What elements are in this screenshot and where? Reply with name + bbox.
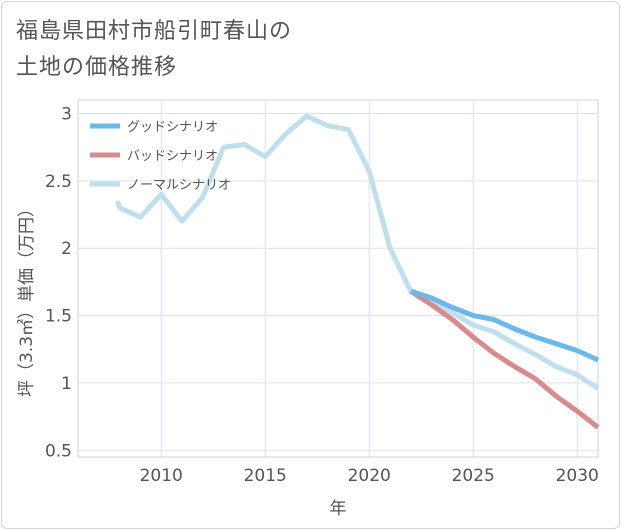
x-tick-label: 2010 xyxy=(140,466,183,486)
series-line-2 xyxy=(115,113,600,391)
grid-lines xyxy=(78,100,598,457)
series-line-0 xyxy=(410,288,600,363)
y-tick-label: 2.5 xyxy=(45,172,72,192)
y-axis-label: 坪（3.3㎡）単価（万円） xyxy=(17,200,37,397)
plot-frame xyxy=(77,99,599,458)
series-lines xyxy=(115,113,600,430)
axis-ticks: 0.5 1 1.5 2 2.5 3 2010 2015 2020 2025 2030 xyxy=(45,104,599,486)
legend-label-1: バッドシナリオ xyxy=(127,149,218,164)
x-tick-label: 2015 xyxy=(244,466,287,486)
x-axis-label: 年 xyxy=(330,499,347,519)
y-tick-label: 3 xyxy=(61,104,72,124)
y-tick-label: 2 xyxy=(61,239,72,259)
y-tick-label: 0.5 xyxy=(45,441,72,461)
x-tick-label: 2020 xyxy=(348,466,391,486)
legend-label-0: グッドシナリオ xyxy=(127,120,218,135)
x-tick-label: 2025 xyxy=(452,466,495,486)
series-line-1 xyxy=(409,289,600,430)
x-tick-label: 2030 xyxy=(556,466,599,486)
y-tick-label: 1.5 xyxy=(45,307,72,327)
legend-label-2: ノーマルシナリオ xyxy=(127,178,231,193)
chart-title: 福島県田村市船引町春山の 土地の価格推移 xyxy=(16,19,293,80)
y-tick-label: 1 xyxy=(61,374,72,394)
plot-border xyxy=(77,99,599,458)
